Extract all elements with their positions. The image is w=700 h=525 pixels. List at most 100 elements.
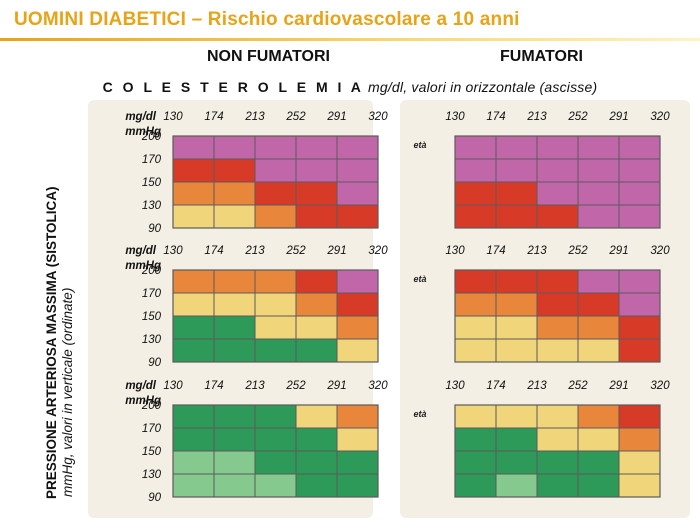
x-tick-label: 252 <box>285 245 306 257</box>
risk-cell <box>536 427 579 452</box>
grid-frame <box>172 404 379 498</box>
risk-cell <box>336 135 379 160</box>
risk-cell <box>536 292 579 317</box>
x-tick-label: 291 <box>326 380 346 392</box>
risk-cell <box>336 204 379 229</box>
risk-cell <box>295 158 338 183</box>
grid-frame <box>454 135 661 229</box>
risk-cell <box>213 427 256 452</box>
risk-cell <box>172 181 215 206</box>
risk-cell <box>454 427 497 452</box>
x-tick-label: 320 <box>650 380 670 392</box>
risk-cell <box>536 315 579 340</box>
x-tick-label: 174 <box>204 245 223 257</box>
y-tick-label: 150 <box>142 177 162 189</box>
risk-cell <box>577 158 620 183</box>
risk-cell <box>172 473 215 498</box>
risk-cell <box>454 404 497 429</box>
risk-cell <box>336 473 379 498</box>
risk-cell <box>454 135 497 160</box>
x-tick-label: 213 <box>526 380 547 392</box>
risk-cell <box>254 315 297 340</box>
risk-cell <box>495 338 538 363</box>
risk-cell <box>454 181 497 206</box>
risk-cell <box>172 450 215 475</box>
risk-cell <box>336 269 379 294</box>
risk-cell <box>213 135 256 160</box>
risk-cell <box>577 315 620 340</box>
risk-cell <box>254 269 297 294</box>
risk-cell <box>254 158 297 183</box>
x-axis-title: C O L E S T E R O L E M I A mg/dl, valor… <box>0 79 700 95</box>
x-tick-label: 320 <box>650 245 670 257</box>
risk-cell <box>295 315 338 340</box>
risk-cell <box>618 315 661 340</box>
risk-cell <box>213 292 256 317</box>
risk-cell <box>295 204 338 229</box>
risk-cell <box>295 473 338 498</box>
risk-cell <box>536 158 579 183</box>
risk-cell <box>536 450 579 475</box>
x-tick-label: 320 <box>650 111 670 123</box>
risk-cell <box>618 158 661 183</box>
risk-cell <box>454 204 497 229</box>
risk-cell <box>577 269 620 294</box>
risk-cell <box>254 473 297 498</box>
risk-cell <box>254 338 297 363</box>
grid-frame <box>172 135 379 229</box>
risk-cell <box>495 473 538 498</box>
risk-cell <box>577 135 620 160</box>
x-tick-label: 174 <box>204 111 223 123</box>
x-tick-label: 252 <box>567 380 588 392</box>
x-tick-label: 130 <box>163 111 183 123</box>
risk-cell <box>172 404 215 429</box>
risk-cell <box>213 181 256 206</box>
y-tick-label: 170 <box>142 288 162 300</box>
risk-cell <box>618 338 661 363</box>
risk-cell <box>213 338 256 363</box>
risk-cell <box>577 450 620 475</box>
risk-cell <box>495 181 538 206</box>
x-tick-label: 252 <box>567 111 588 123</box>
x-unit-label: mg/dl <box>125 111 156 123</box>
risk-cell <box>295 404 338 429</box>
x-tick-label: 320 <box>368 245 388 257</box>
risk-cell <box>536 181 579 206</box>
risk-cell <box>495 292 538 317</box>
risk-cell <box>213 158 256 183</box>
risk-cell <box>618 450 661 475</box>
y-tick-label: 130 <box>142 469 162 481</box>
risk-cell <box>254 292 297 317</box>
x-tick-label: 213 <box>526 111 547 123</box>
risk-cell <box>336 450 379 475</box>
x-axis-title-main: C O L E S T E R O L E M I A <box>102 79 364 95</box>
group-heading-smokers: FUMATORI <box>500 48 583 65</box>
risk-cell <box>618 181 661 206</box>
x-tick-label: 291 <box>608 380 628 392</box>
risk-cell <box>454 473 497 498</box>
y-tick-label: 150 <box>142 311 162 323</box>
y-tick-label: 150 <box>142 446 162 458</box>
y-unit-label: mmHg <box>125 126 161 138</box>
risk-cell <box>172 338 215 363</box>
x-tick-label: 291 <box>326 245 346 257</box>
x-tick-label: 291 <box>326 111 346 123</box>
risk-cell <box>577 181 620 206</box>
slide-title: UOMINI DIABETICI – Rischio cardiovascola… <box>14 9 520 30</box>
x-tick-label: 291 <box>608 245 628 257</box>
grid-frame <box>454 269 661 363</box>
x-unit-label: mg/dl <box>125 245 156 257</box>
risk-cell <box>536 404 579 429</box>
risk-cell <box>454 338 497 363</box>
risk-cell <box>495 204 538 229</box>
risk-cell <box>336 404 379 429</box>
risk-cell <box>336 315 379 340</box>
y-unit-label: mmHg <box>125 260 161 272</box>
risk-cell <box>577 473 620 498</box>
x-unit-label: mg/dl <box>125 380 156 392</box>
risk-cell <box>213 450 256 475</box>
risk-cell <box>336 181 379 206</box>
risk-cell <box>577 404 620 429</box>
x-tick-label: 174 <box>486 111 505 123</box>
